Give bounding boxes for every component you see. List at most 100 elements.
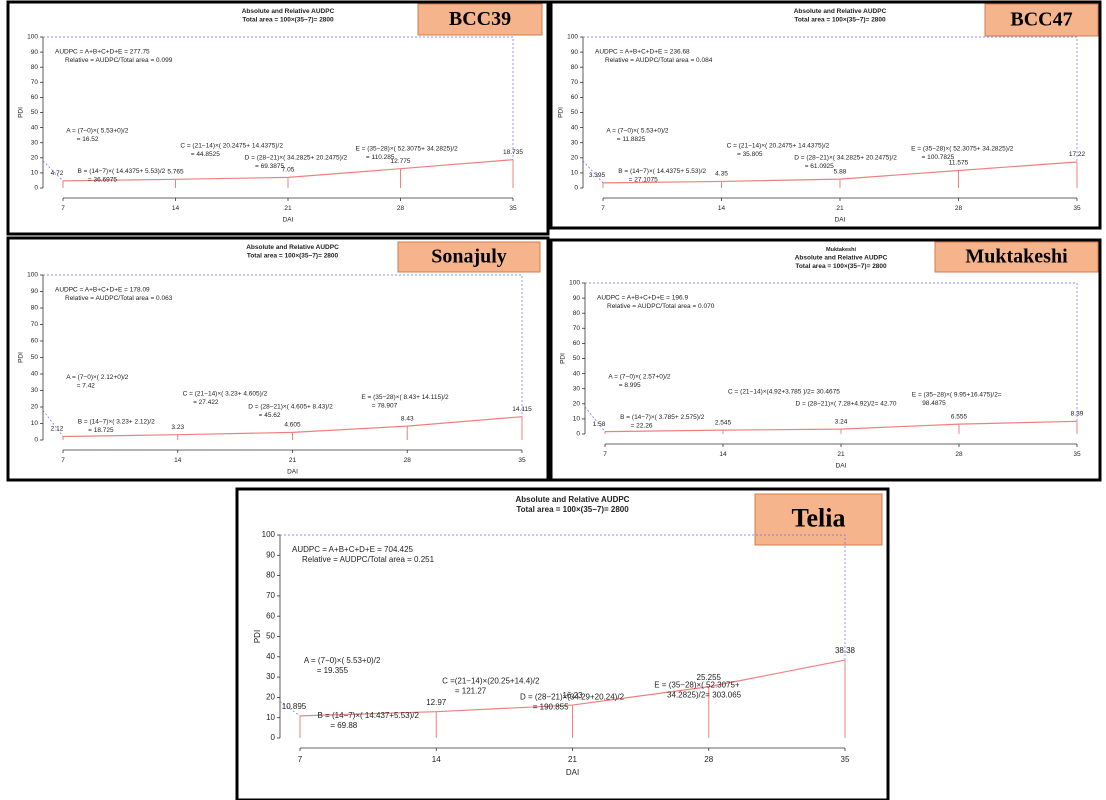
data-label: 3.395: [589, 172, 606, 179]
x-axis-label: DAI: [287, 469, 298, 476]
data-label: 12.775: [391, 158, 411, 165]
x-axis-label: DAI: [836, 463, 847, 470]
y-axis-label: PDI: [560, 353, 567, 364]
formula-text: = 27.422: [193, 399, 219, 406]
y-tick-label: 100: [262, 530, 276, 539]
formula-text: = 78.907: [372, 402, 398, 409]
data-label: 17.22: [1069, 151, 1086, 158]
y-tick-label: 90: [31, 288, 39, 295]
y-tick-label: 70: [571, 79, 579, 86]
y-tick-label: 30: [573, 385, 581, 392]
x-tick-label: 7: [603, 451, 607, 458]
formula-text: E = (35−28)×( 8.43+ 14.115)/2: [361, 394, 449, 401]
formula-text: = 121.27: [455, 686, 487, 695]
x-tick-label: 21: [284, 205, 292, 212]
formula-text: = 18.725: [88, 427, 114, 434]
chart-title: Absolute and Relative AUDPC: [242, 8, 335, 15]
data-label: 4.35: [715, 171, 728, 178]
formula-text: E = (35−28)×( 52.3075+ 34.2825)/2: [356, 145, 459, 152]
data-label: 4.72: [51, 170, 64, 177]
x-tick-label: 21: [837, 451, 845, 458]
summary-text: Relative = AUDPC/Total area = 0.251: [302, 555, 435, 564]
chart-title: Absolute and Relative AUDPC: [795, 255, 888, 262]
data-label: 2.545: [715, 419, 732, 426]
formula-text: E = (35−28)×( 9.95+16.475)/2=: [912, 391, 1002, 398]
pretitle: Muktakeshi: [826, 247, 856, 253]
data-label: 6.555: [951, 413, 968, 420]
reference-line: [582, 160, 604, 184]
formula-text: B = (14−7)×( 14.4375+ 5.53)/2: [77, 168, 165, 175]
x-tick-label: 14: [172, 205, 180, 212]
y-tick-label: 60: [31, 338, 39, 345]
x-axis-label: DAI: [566, 768, 579, 777]
y-tick-label: 80: [31, 64, 39, 71]
x-tick-label: 14: [174, 457, 182, 464]
y-tick-label: 0: [34, 437, 38, 444]
y-tick-label: 0: [34, 185, 38, 192]
formula-text: A = (7−0)×( 5.53+0)/2: [304, 656, 381, 665]
data-label: 7.05: [282, 167, 295, 174]
data-line: [299, 659, 846, 717]
y-tick-label: 10: [571, 170, 579, 177]
chart-title: Absolute and Relative AUDPC: [794, 8, 887, 15]
data-label: 12.97: [426, 698, 447, 707]
y-tick-label: 20: [31, 404, 39, 411]
formula-text: = 19.355: [317, 666, 349, 675]
x-tick-label: 7: [298, 755, 303, 764]
x-axis-label: DAI: [835, 217, 846, 224]
formula-text: = 45.62: [259, 412, 281, 419]
summary-text: Relative = AUDPC/Total area = 0.063: [65, 295, 173, 302]
summary-text: AUDPC = A+B+C+D+E = 196.9: [597, 295, 688, 302]
y-tick-label: 40: [266, 652, 275, 661]
formula-text: D = (28−21)×( 7.28+4.92)/2= 42.70: [795, 401, 896, 408]
x-tick-label: 21: [289, 457, 297, 464]
x-tick-label: 7: [61, 205, 65, 212]
x-tick-label: 14: [432, 755, 441, 764]
y-tick-label: 30: [31, 387, 39, 394]
x-tick-label: 14: [719, 451, 727, 458]
y-tick-label: 30: [31, 139, 39, 146]
reference-line: [43, 36, 514, 160]
y-tick-label: 50: [266, 632, 275, 641]
y-tick-label: 80: [573, 310, 581, 317]
y-tick-label: 50: [571, 109, 579, 116]
x-tick-label: 35: [518, 457, 526, 464]
formula-text: C = (21−14)×( 3.23+ 4.605)/2: [183, 391, 268, 398]
data-label: 3.24: [835, 418, 848, 425]
reference-line: [583, 36, 1078, 162]
y-axis-label: PDI: [253, 630, 262, 643]
chart-title: Absolute and Relative AUDPC: [246, 244, 339, 251]
summary-text: AUDPC = A+B+C+D+E = 277.75: [55, 49, 150, 56]
y-tick-label: 60: [31, 94, 39, 101]
panel-border: [6, 0, 550, 236]
y-axis-label: PDI: [18, 352, 25, 363]
data-label: 3.23: [171, 424, 184, 431]
data-label: 8.43: [401, 415, 414, 422]
y-tick-label: 40: [571, 124, 579, 131]
data-label: 10.895: [282, 702, 307, 711]
formula-text: = 16.52: [77, 136, 99, 143]
summary-text: AUDPC = A+B+C+D+E = 236.68: [595, 49, 690, 56]
y-tick-label: 40: [31, 124, 39, 131]
y-tick-label: 60: [573, 340, 581, 347]
formula-text: C = (21−14)×( 20.2475+ 14.4375)/2: [180, 142, 283, 149]
reference-line: [280, 534, 846, 661]
y-tick-label: 30: [571, 139, 579, 146]
data-line: [602, 161, 1078, 184]
reference-line: [585, 282, 1078, 422]
formula-text: A = (7−0)×( 2.57+0)/2: [608, 373, 671, 380]
data-label: 8.39: [1071, 411, 1084, 418]
x-tick-label: 14: [718, 205, 726, 212]
y-tick-label: 70: [266, 591, 275, 600]
formula-text: 34.2825)/2= 303.065: [667, 690, 742, 699]
badge-box: [754, 493, 883, 546]
x-tick-label: 28: [397, 205, 405, 212]
y-tick-label: 90: [31, 49, 39, 56]
badge: BCC47: [1010, 9, 1072, 31]
x-tick-label: 7: [61, 457, 65, 464]
x-tick-label: 35: [1073, 451, 1081, 458]
panel-border: [549, 238, 1102, 482]
y-tick-label: 90: [571, 49, 579, 56]
data-label: 25.255: [697, 673, 722, 682]
